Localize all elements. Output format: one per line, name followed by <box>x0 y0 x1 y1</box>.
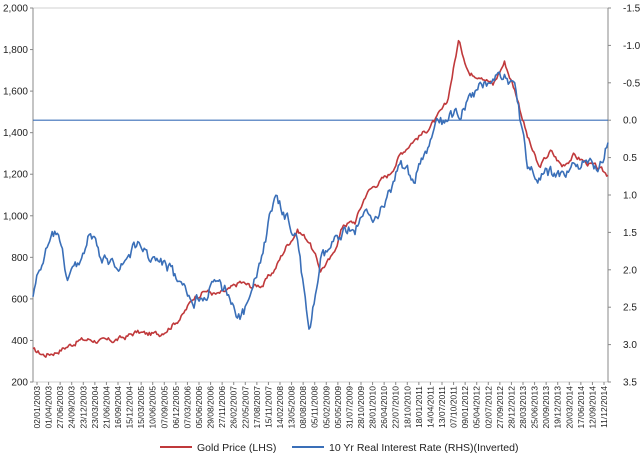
left-tick-label: 600 <box>11 294 28 305</box>
x-tick-label: 05/04/2012 <box>472 386 482 429</box>
x-tick-label: 05/02/2009 <box>321 386 331 429</box>
right-tick-label: -1.0 <box>623 41 640 52</box>
x-tick-label: 12/09/2014 <box>587 386 597 429</box>
x-tick-label: 14/02/2008 <box>275 386 285 429</box>
x-tick-label: 28/10/2009 <box>356 386 366 429</box>
legend-label-gold: Gold Price (LHS) <box>197 442 276 454</box>
x-tick-label: 13/07/2011 <box>437 386 447 428</box>
x-tick-label: 15/03/2005 <box>136 386 146 429</box>
x-tick-label: 23/03/2004 <box>90 386 100 429</box>
x-tick-label: 06/12/2005 <box>171 386 181 429</box>
right-tick-label: 0.5 <box>623 153 637 164</box>
x-tick-label: 26/02/2007 <box>229 386 239 429</box>
x-tick-label: 27/09/2012 <box>495 386 505 429</box>
x-tick-label: 16/09/2004 <box>113 386 123 429</box>
left-tick-label: 1,400 <box>3 128 28 139</box>
x-tick-label: 01/04/2003 <box>44 386 54 429</box>
x-tick-label: 05/05/2009 <box>333 386 343 429</box>
x-tick-label: 29/08/2006 <box>206 386 216 429</box>
left-tick-label: 1,600 <box>3 87 28 98</box>
left-tick-label: 800 <box>11 253 28 264</box>
x-tick-label: 28/12/2012 <box>506 386 516 429</box>
x-tick-label: 22/07/2010 <box>391 386 401 429</box>
legend-label-real-rate: 10 Yr Real Interest Rate (RHS)(Inverted) <box>329 442 518 454</box>
x-tick-label: 17/08/2007 <box>252 386 262 429</box>
x-tick-label: 07/10/2011 <box>449 386 459 428</box>
left-tick-label: 400 <box>11 336 28 347</box>
left-tick-label: 2,000 <box>3 4 28 15</box>
right-tick-label: 1.5 <box>623 228 637 239</box>
x-tick-label: 18/10/2010 <box>402 386 412 429</box>
series-line-0 <box>32 39 609 358</box>
x-tick-label: 25/06/2013 <box>530 386 540 429</box>
right-tick-label: 2.5 <box>623 303 637 314</box>
x-tick-label: 20/09/2013 <box>541 386 551 429</box>
series-layer <box>32 39 609 358</box>
right-tick-label: 2.0 <box>623 265 637 276</box>
left-tick-label: 1,000 <box>3 211 28 222</box>
x-tick-label: 07/09/2005 <box>159 386 169 429</box>
series-line-1 <box>32 71 609 330</box>
x-tick-label: 23/12/2003 <box>78 386 88 429</box>
right-tick-label: 1.0 <box>623 191 637 202</box>
x-tick-label: 18/01/2011 <box>414 386 424 428</box>
x-tick-label: 28/03/2013 <box>518 386 528 429</box>
right-tick-label: -1.5 <box>623 4 640 15</box>
x-tick-label: 26/04/2010 <box>379 386 389 429</box>
x-tick-label: 07/03/2006 <box>182 386 192 429</box>
x-tick-label: 14/04/2011 <box>425 386 435 428</box>
x-tick-label: 05/06/2006 <box>194 386 204 429</box>
x-tick-label: 10/06/2005 <box>148 386 158 429</box>
right-tick-label: -0.5 <box>623 78 640 89</box>
x-tick-label: 05/11/2008 <box>310 386 320 428</box>
x-tick-label: 27/06/2003 <box>55 386 65 429</box>
x-tick-label: 24/09/2003 <box>67 386 77 429</box>
x-tick-label: 17/06/2014 <box>576 386 586 429</box>
x-tick-label: 11/12/2014 <box>599 386 609 428</box>
legend: Gold Price (LHS) 10 Yr Real Interest Rat… <box>160 442 518 454</box>
x-tick-label: 09/01/2012 <box>460 386 470 429</box>
x-tick-label: 28/01/2010 <box>368 386 378 429</box>
x-tick-label: 27/11/2006 <box>217 386 227 428</box>
x-tick-label: 31/07/2009 <box>344 386 354 429</box>
left-tick-label: 200 <box>11 378 28 389</box>
x-tick-label: 21/06/2004 <box>101 386 111 429</box>
left-tick-label: 1,800 <box>3 45 28 56</box>
x-tick-label: 15/12/2004 <box>125 386 135 429</box>
right-tick-label: 3.5 <box>623 378 637 389</box>
x-tick-label: 20/03/2014 <box>564 386 574 429</box>
x-tick-label: 02/01/2003 <box>32 386 42 429</box>
x-tick-label: 02/07/2012 <box>483 386 493 429</box>
right-tick-label: 0.0 <box>623 116 637 127</box>
x-tick-label: 19/12/2013 <box>553 386 563 429</box>
left-tick-label: 1,200 <box>3 170 28 181</box>
x-tick-label: 08/08/2008 <box>298 386 308 429</box>
axes: 200 400 600 800 1,000 1,200 1,400 1,600 1,800 2,0… <box>3 4 640 429</box>
x-tick-label: 22/05/2007 <box>240 386 250 429</box>
right-tick-label: 3.0 <box>623 340 637 351</box>
x-tick-label: 15/11/2007 <box>263 386 273 428</box>
x-tick-label: 13/05/2008 <box>287 386 297 429</box>
